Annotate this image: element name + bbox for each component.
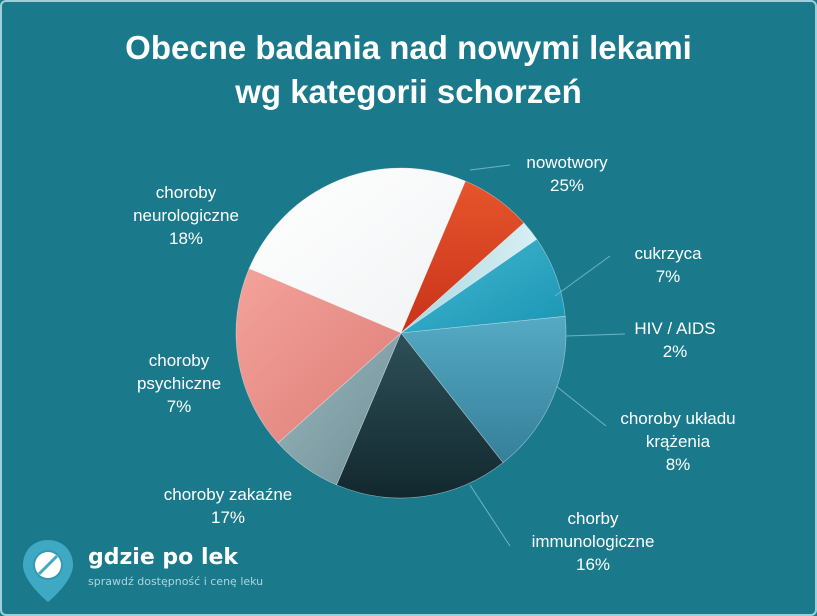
slice-label: choroby układu — [620, 409, 735, 428]
slice-label: chorby — [567, 509, 619, 528]
slice-label: 16% — [576, 555, 610, 574]
slice-leader-line — [554, 255, 611, 297]
slice-label: 2% — [663, 342, 688, 361]
slice-label: 8% — [666, 455, 691, 474]
slice-label: choroby — [149, 351, 210, 370]
slice-label: nowotwory — [526, 153, 608, 172]
slice-label: 25% — [550, 176, 584, 195]
slice-label: immunologiczne — [532, 532, 655, 551]
slice-label: krążenia — [646, 432, 711, 451]
pie-slice — [235, 268, 402, 444]
slice-label: cukrzyca — [634, 244, 702, 263]
slice-label: choroby — [156, 183, 217, 202]
slice-label: choroby zakaźne — [164, 485, 293, 504]
slice-leader-line — [469, 164, 511, 171]
slice-leader-line — [469, 484, 511, 547]
slice-label: 7% — [167, 397, 192, 416]
slice-label: HIV / AIDS — [634, 319, 715, 338]
slice-label: 18% — [169, 229, 203, 248]
pie-slice — [248, 167, 466, 334]
brand-name: gdzie po lek — [88, 545, 239, 570]
brand-tagline: sprawdź dostępność i cenę leku — [88, 575, 264, 588]
pie-slice — [336, 332, 504, 499]
slice-label: neurologiczne — [133, 206, 239, 225]
chart-title-line-1: Obecne badania nad nowymi lekami — [125, 29, 692, 66]
slice-label: psychiczne — [137, 374, 221, 393]
slice-leader-line — [555, 385, 607, 427]
chart-title-line-2: wg kategorii schorzeń — [235, 73, 582, 110]
slice-label: 17% — [211, 508, 245, 527]
slice-label: 7% — [656, 267, 681, 286]
slice-leader-line — [565, 333, 626, 337]
pie-slice — [400, 316, 567, 464]
pill-marker-icon — [23, 540, 73, 602]
